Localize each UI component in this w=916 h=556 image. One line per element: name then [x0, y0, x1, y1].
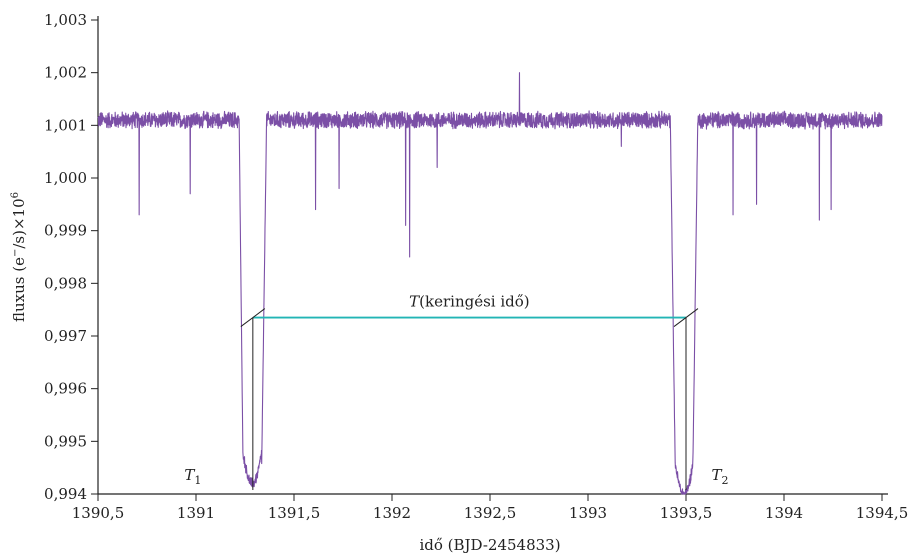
t1-letter: T [184, 466, 195, 484]
y-tick-label: 1,003 [44, 11, 87, 29]
t1-slash-mark [240, 308, 266, 327]
y-tick-label: 0,995 [44, 432, 87, 450]
y-tick-label: 0,994 [44, 485, 87, 503]
t2-slash-mark [673, 308, 699, 327]
t2-label: T2 [711, 466, 728, 487]
y-tick-label: 0,997 [44, 327, 87, 345]
y-axis-label-main: fluxus (e [10, 257, 28, 322]
y-axis-label: fluxus (e−/s)×106 [10, 192, 28, 322]
x-tick-label: 1392,5 [464, 504, 517, 522]
x-tick-label: 1392 [373, 504, 411, 522]
y-tick-label: 0,996 [44, 380, 87, 398]
period-label: T(keringési idő) [409, 293, 530, 311]
x-tick-label: 1391 [177, 504, 215, 522]
flux-series-line [97, 72, 883, 495]
y-axis-label-mid: /s)×10 [10, 198, 28, 248]
x-tick-label: 1394,5 [856, 504, 909, 522]
t1-label: T1 [184, 466, 201, 487]
y-tick-label: 1,001 [44, 116, 87, 134]
x-axis-label: idő (BJD-2454833) [419, 536, 560, 554]
y-tick-label: 0,998 [44, 274, 87, 292]
x-tick-label: 1393,5 [660, 504, 713, 522]
annotations: T(keringési idő) T1 T2 [184, 293, 729, 490]
period-label-symbol: T [409, 293, 420, 311]
x-tick-label: 1394 [765, 504, 803, 522]
x-ticks: 1390,5 1391 1391,5 1392 1392,5 1393 1393,5 1394… [72, 494, 909, 522]
y-axis-label-sup-minus: − [10, 249, 21, 257]
y-tick-label: 1,000 [44, 169, 87, 187]
y-axis-label-sup-exponent: 6 [10, 192, 21, 198]
t2-letter: T [711, 466, 722, 484]
x-tick-label: 1393 [569, 504, 607, 522]
y-ticks: 0,994 0,995 0,996 0,997 0,998 0,999 1,000 1,001… [44, 11, 98, 503]
x-tick-label: 1391,5 [268, 504, 321, 522]
x-tick-label: 1390,5 [72, 504, 125, 522]
t2-subscript: 2 [722, 474, 729, 487]
axes: 0,994 0,995 0,996 0,997 0,998 0,999 1,000 1,001… [44, 11, 908, 522]
y-tick-label: 0,999 [44, 222, 87, 240]
t1-subscript: 1 [194, 474, 201, 487]
y-tick-label: 1,002 [44, 64, 87, 82]
period-label-text: (keringési idő) [419, 293, 529, 311]
